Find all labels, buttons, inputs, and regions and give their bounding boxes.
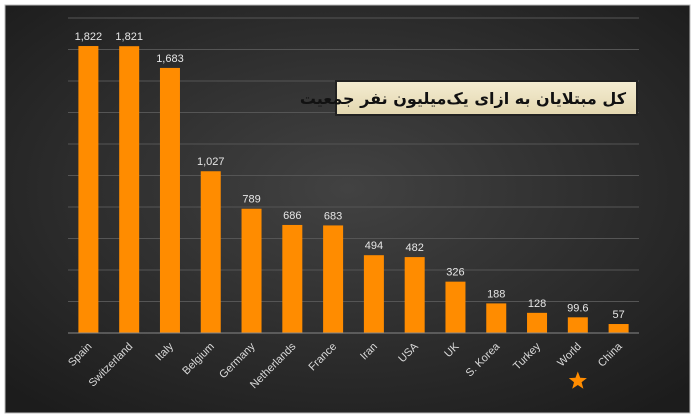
value-label: 494 [365, 240, 383, 252]
value-label: 326 [446, 267, 464, 279]
value-label: 1,821 [115, 31, 143, 43]
value-label: 188 [487, 288, 505, 300]
bar [486, 303, 507, 333]
value-label: 1,822 [75, 31, 103, 43]
highlight-star [568, 371, 587, 389]
bar [323, 225, 344, 333]
chart-title: کل مبتلایان به ازای یک‌میلیون نفر جمعیت [300, 89, 627, 108]
bar [200, 171, 221, 333]
value-label: 128 [528, 298, 546, 310]
bar [567, 317, 588, 333]
title-box [335, 80, 638, 116]
chart-background [4, 4, 691, 414]
value-label: 789 [242, 194, 260, 206]
value-label: 1,027 [197, 156, 225, 168]
bar [527, 312, 548, 333]
bar [282, 224, 303, 333]
value-label: 1,683 [156, 53, 184, 65]
value-label: 99.6 [567, 302, 588, 314]
bar [445, 281, 466, 333]
value-label: 482 [405, 242, 423, 254]
value-label: 683 [324, 210, 342, 222]
bar [608, 324, 629, 333]
value-label: 686 [283, 210, 301, 222]
bar [119, 46, 140, 333]
bar [78, 46, 99, 333]
bar [404, 257, 425, 333]
value-label: 57 [612, 309, 624, 321]
bar [241, 208, 262, 333]
bar [363, 255, 384, 333]
bar [159, 67, 180, 334]
